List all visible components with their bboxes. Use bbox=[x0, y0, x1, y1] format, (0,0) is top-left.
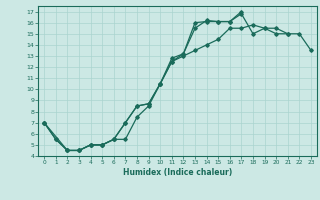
X-axis label: Humidex (Indice chaleur): Humidex (Indice chaleur) bbox=[123, 168, 232, 177]
